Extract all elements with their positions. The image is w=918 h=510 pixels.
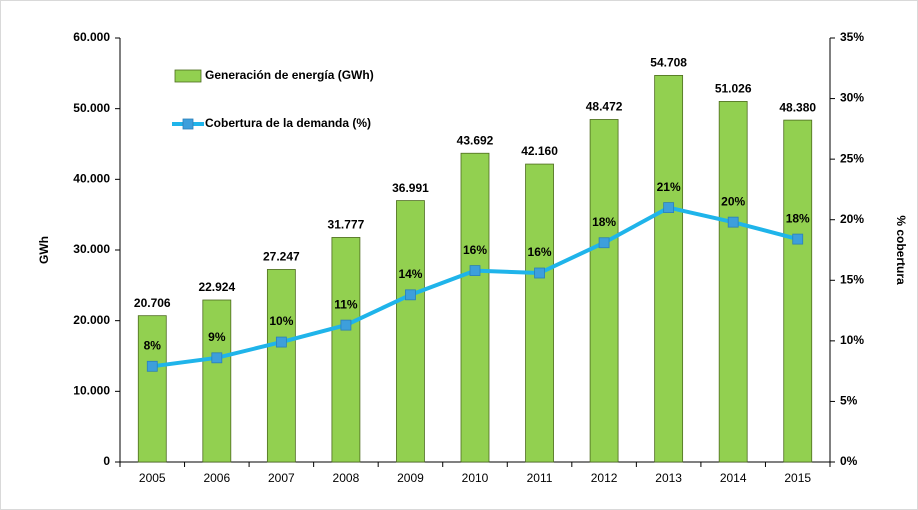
bar-value-label: 51.026	[715, 82, 752, 96]
line-value-label: 14%	[398, 267, 422, 281]
line-value-label: 16%	[463, 243, 487, 257]
x-tick-label: 2012	[591, 471, 618, 485]
line-value-label: 21%	[657, 180, 681, 194]
bar	[783, 119, 813, 463]
x-tick-label: 2007	[268, 471, 295, 485]
line-value-label: 18%	[592, 215, 616, 229]
y2-tick-label: 15%	[840, 272, 864, 286]
x-tick-label: 2014	[720, 471, 747, 485]
line-marker	[211, 352, 223, 364]
bar	[589, 119, 619, 463]
line-value-label: 20%	[721, 194, 745, 208]
y-tick-label: 0	[103, 454, 110, 468]
bar	[331, 237, 361, 463]
line-marker	[598, 237, 610, 249]
y-tick-label: 40.000	[73, 172, 110, 186]
line-marker	[146, 360, 158, 372]
x-tick-label: 2005	[139, 471, 166, 485]
y-tick-label: 50.000	[73, 101, 110, 115]
y2-tick-label: 35%	[840, 30, 864, 44]
bar-value-label: 27.247	[263, 250, 300, 264]
line-marker	[469, 265, 481, 276]
x-tick-label: 2013	[655, 471, 682, 485]
bar-value-label: 48.380	[779, 100, 816, 114]
line-marker	[663, 202, 675, 214]
y2-tick-label: 20%	[840, 212, 864, 226]
bar	[137, 315, 167, 463]
bar	[396, 200, 425, 463]
bar-value-label: 54.708	[650, 56, 687, 70]
line-value-label: 11%	[334, 297, 358, 311]
bar-value-label: 36.991	[392, 181, 429, 195]
bar-value-label: 31.777	[328, 218, 365, 232]
bar-value-label: 20.706	[134, 296, 171, 310]
bar	[202, 299, 232, 463]
y2-tick-label: 25%	[840, 151, 864, 165]
bar-value-label: 22.924	[198, 280, 235, 294]
x-tick-label: 2006	[203, 471, 230, 485]
y-tick-label: 60.000	[73, 30, 110, 44]
bar	[525, 163, 554, 463]
legend-label: Generación de energía (GWh)	[205, 68, 374, 82]
y2-tick-label: 10%	[840, 333, 864, 347]
y-tick-label: 20.000	[73, 313, 110, 327]
line-marker	[275, 336, 287, 348]
bar	[718, 101, 748, 463]
x-tick-label: 2010	[462, 471, 489, 485]
line-value-label: 18%	[786, 211, 810, 225]
line-marker	[727, 216, 739, 228]
bar-value-label: 43.692	[457, 133, 494, 147]
line-value-label: 9%	[208, 330, 226, 344]
line-value-label: 16%	[528, 245, 552, 259]
y2-tick-label: 30%	[840, 91, 864, 105]
line-marker	[340, 319, 352, 331]
bar-value-label: 48.472	[586, 100, 623, 114]
x-tick-label: 2009	[397, 471, 424, 485]
legend-swatch	[174, 69, 202, 83]
line-value-label: 10%	[269, 314, 293, 328]
x-tick-label: 2015	[784, 471, 811, 485]
line-marker	[534, 267, 545, 279]
line-marker	[405, 289, 416, 301]
y2-tick-label: 5%	[840, 394, 858, 408]
bar	[266, 269, 296, 463]
bar	[460, 152, 490, 463]
bar-value-label: 42.160	[521, 144, 558, 158]
y2-tick-label: 0%	[840, 454, 858, 468]
legend-marker	[182, 118, 194, 130]
line-value-label: 8%	[144, 338, 162, 352]
x-tick-label: 2011	[527, 471, 553, 485]
line-marker	[792, 233, 804, 245]
x-tick-label: 2008	[333, 471, 360, 485]
bar	[654, 74, 684, 463]
y-axis-title: GWh	[37, 236, 51, 264]
y-tick-label: 30.000	[73, 242, 110, 256]
y-tick-label: 10.000	[73, 384, 110, 398]
legend-label: Cobertura de la demanda (%)	[205, 116, 371, 130]
y2-axis-title: % cobertura	[894, 215, 908, 285]
